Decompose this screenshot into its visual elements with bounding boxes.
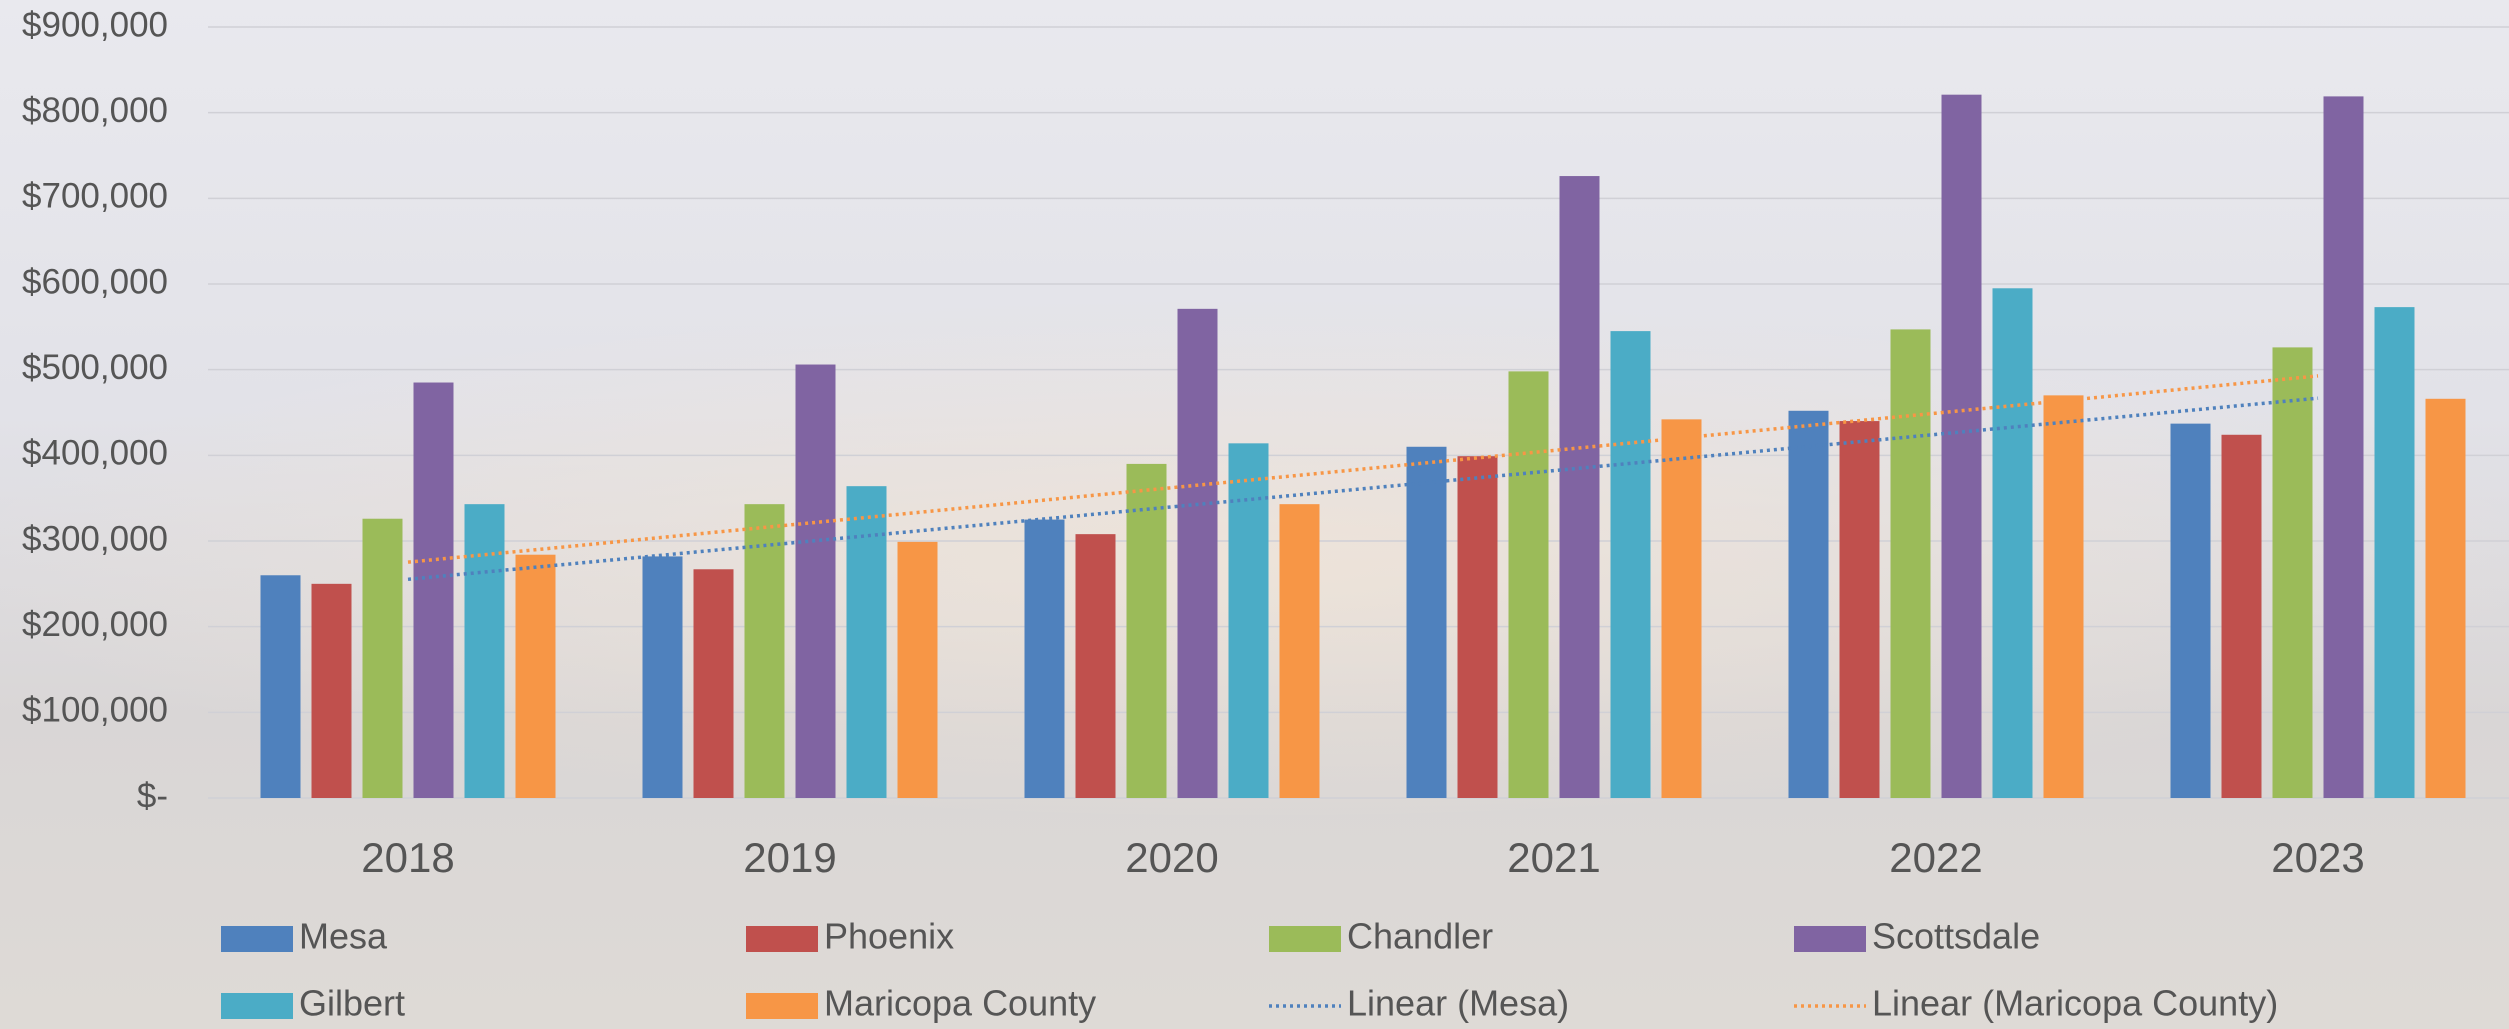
chart: $- $100,000 $200,000 $300,000 $400,000 $500,0… bbox=[0, 0, 2509, 1029]
bar bbox=[1229, 443, 1269, 798]
x-tick-label: 2021 bbox=[1507, 834, 1600, 881]
y-tick-label: $300,000 bbox=[22, 519, 168, 558]
legend-label: Mesa bbox=[299, 916, 388, 957]
bar bbox=[2273, 347, 2313, 798]
y-tick-label: $600,000 bbox=[22, 262, 168, 301]
bar bbox=[1662, 419, 1702, 798]
bar bbox=[1458, 456, 1498, 798]
legend-swatch bbox=[746, 993, 818, 1019]
y-tick-label: $900,000 bbox=[22, 5, 168, 44]
bar bbox=[2375, 307, 2415, 798]
bar bbox=[516, 555, 556, 798]
bar bbox=[1509, 371, 1549, 798]
bar bbox=[1891, 329, 1931, 798]
y-tick-label: $700,000 bbox=[22, 177, 168, 216]
legend-label: Linear (Maricopa County) bbox=[1872, 983, 2278, 1024]
page: $- $100,000 $200,000 $300,000 $400,000 $500,0… bbox=[0, 0, 2509, 1029]
bar bbox=[261, 575, 301, 798]
bar bbox=[1025, 520, 1065, 798]
bar bbox=[2044, 395, 2084, 798]
bar bbox=[796, 365, 836, 798]
bar bbox=[847, 486, 887, 798]
legend-label: Linear (Mesa) bbox=[1347, 983, 1569, 1024]
bar bbox=[1789, 411, 1829, 798]
legend-label: Chandler bbox=[1347, 916, 1493, 957]
x-tick-label: 2023 bbox=[2271, 834, 2364, 881]
legend-label: Phoenix bbox=[824, 916, 954, 957]
bar bbox=[898, 542, 938, 798]
legend-swatch bbox=[221, 993, 293, 1019]
bar bbox=[1840, 421, 1880, 798]
bar bbox=[465, 504, 505, 798]
legend-label: Scottsdale bbox=[1872, 916, 2040, 957]
legend-label: Maricopa County bbox=[824, 983, 1096, 1024]
bar bbox=[1611, 331, 1651, 798]
y-tick-label: $400,000 bbox=[22, 434, 168, 473]
legend-swatch bbox=[1794, 926, 1866, 952]
bar bbox=[2426, 399, 2466, 798]
bar bbox=[1942, 95, 1982, 798]
bar bbox=[643, 556, 683, 798]
x-tick-label: 2022 bbox=[1889, 834, 1982, 881]
bar bbox=[312, 584, 352, 798]
legend-swatch bbox=[1269, 926, 1341, 952]
legend-swatch bbox=[221, 926, 293, 952]
bar bbox=[1178, 309, 1218, 798]
bar bbox=[2171, 424, 2211, 798]
x-tick-label: 2018 bbox=[361, 834, 454, 881]
bar bbox=[694, 569, 734, 798]
legend-swatch bbox=[746, 926, 818, 952]
bar bbox=[2222, 435, 2262, 798]
bar bbox=[1407, 447, 1447, 798]
y-tick-label: $500,000 bbox=[22, 348, 168, 387]
bar bbox=[1560, 176, 1600, 798]
y-tick-label: $100,000 bbox=[22, 691, 168, 730]
x-tick-label: 2019 bbox=[743, 834, 836, 881]
bar bbox=[2324, 96, 2364, 798]
legend-label: Gilbert bbox=[299, 983, 405, 1024]
bar bbox=[363, 519, 403, 798]
bar bbox=[1280, 504, 1320, 798]
x-tick-label: 2020 bbox=[1125, 834, 1218, 881]
bar bbox=[1993, 288, 2033, 798]
bar bbox=[414, 383, 454, 798]
y-tick-label: $200,000 bbox=[22, 605, 168, 644]
bar bbox=[1127, 464, 1167, 798]
y-tick-label: $- bbox=[137, 776, 168, 815]
y-tick-label: $800,000 bbox=[22, 91, 168, 130]
bar bbox=[1076, 534, 1116, 798]
